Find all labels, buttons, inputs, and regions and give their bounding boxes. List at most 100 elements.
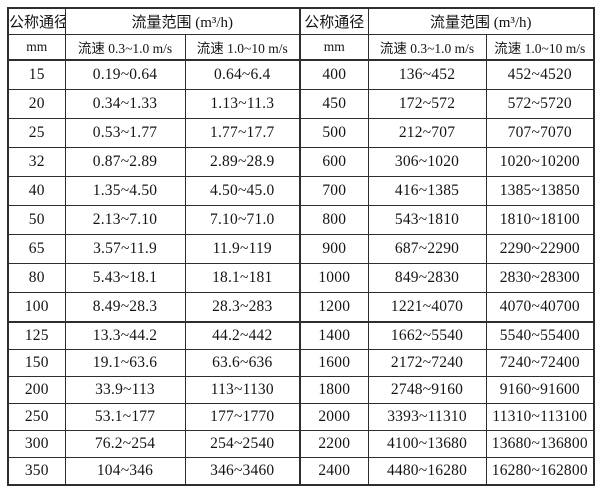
cell-diameter-right: 1600 [299, 349, 369, 377]
cell-flow-high-left: 254~2540 [184, 430, 301, 458]
header-diameter-left: 公称通径 [7, 7, 66, 35]
cell-diameter-right: 1800 [299, 376, 369, 404]
cell-flow-low-left: 53.1~177 [64, 403, 186, 431]
cell-flow-low-left: 13.3~44.2 [64, 321, 186, 350]
header-flow-range-right: 流量范围 (m³/h) [367, 7, 595, 35]
cell-flow-high-right: 1020~10200 [485, 147, 595, 177]
cell-diameter-right: 800 [299, 205, 369, 235]
cell-diameter-left: 200 [7, 376, 66, 404]
header-velocity-high-left: 流速 1.0~10 m/s [184, 34, 301, 61]
cell-flow-low-left: 2.13~7.10 [64, 205, 186, 235]
cell-flow-high-left: 0.64~6.4 [184, 59, 301, 90]
cell-diameter-left: 150 [7, 349, 66, 377]
cell-diameter-left: 50 [7, 205, 66, 235]
cell-flow-high-left: 7.10~71.0 [184, 205, 301, 235]
cell-diameter-left: 250 [7, 403, 66, 431]
header-velocity-high-right: 流速 1.0~10 m/s [485, 34, 595, 61]
table-row: 25 0.53~1.77 1.77~17.7 500 212~707 707~7… [7, 118, 595, 148]
cell-flow-low-left: 5.43~18.1 [64, 263, 186, 293]
cell-flow-high-left: 63.6~636 [184, 349, 301, 377]
cell-flow-high-left: 2.89~28.9 [184, 147, 301, 177]
cell-flow-low-right: 687~2290 [367, 234, 487, 264]
cell-flow-high-right: 707~7070 [485, 118, 595, 148]
header-unit-left: mm [7, 34, 66, 61]
cell-flow-low-left: 19.1~63.6 [64, 349, 186, 377]
header-velocity-low-left: 流速 0.3~1.0 m/s [64, 34, 186, 61]
cell-diameter-left: 25 [7, 118, 66, 148]
cell-diameter-left: 300 [7, 430, 66, 458]
table-row: 20 0.34~1.33 1.13~11.3 450 172~572 572~5… [7, 89, 595, 119]
cell-diameter-right: 1000 [299, 263, 369, 293]
cell-flow-high-left: 1.13~11.3 [184, 89, 301, 119]
cell-diameter-left: 32 [7, 147, 66, 177]
table-row: 80 5.43~18.1 18.1~181 1000 849~2830 2830… [7, 263, 595, 293]
cell-flow-low-right: 4100~13680 [367, 430, 487, 458]
cell-flow-high-right: 9160~91600 [485, 376, 595, 404]
cell-flow-low-left: 8.49~28.3 [64, 292, 186, 323]
table-row: 300 76.2~254 254~2540 2200 4100~13680 13… [7, 430, 595, 458]
cell-flow-high-left: 18.1~181 [184, 263, 301, 293]
header-velocity-low-right: 流速 0.3~1.0 m/s [367, 34, 487, 61]
cell-flow-high-right: 1385~13850 [485, 176, 595, 206]
cell-diameter-right: 700 [299, 176, 369, 206]
cell-diameter-left: 100 [7, 292, 66, 323]
cell-flow-high-right: 452~4520 [485, 59, 595, 90]
cell-flow-low-right: 1221~4070 [367, 292, 487, 323]
cell-flow-high-right: 2290~22900 [485, 234, 595, 264]
header-unit-right: mm [299, 34, 369, 61]
cell-diameter-left: 80 [7, 263, 66, 293]
cell-flow-high-left: 1.77~17.7 [184, 118, 301, 148]
cell-flow-low-left: 33.9~113 [64, 376, 186, 404]
table-row: 15 0.19~0.64 0.64~6.4 400 136~452 452~45… [7, 59, 595, 90]
table-row: 150 19.1~63.6 63.6~636 1600 2172~7240 72… [7, 349, 595, 377]
flow-range-table: 公称通径 流量范围 (m³/h) 公称通径 流量范围 (m³/h) mm 流速 … [7, 7, 596, 486]
cell-diameter-left: 15 [7, 59, 66, 90]
table-row: 125 13.3~44.2 44.2~442 1400 1662~5540 55… [7, 321, 595, 350]
table-row: 100 8.49~28.3 28.3~283 1200 1221~4070 40… [7, 292, 595, 323]
cell-diameter-right: 2000 [299, 403, 369, 431]
cell-flow-low-right: 172~572 [367, 89, 487, 119]
cell-flow-low-right: 3393~11310 [367, 403, 487, 431]
header-row-main: 公称通径 流量范围 (m³/h) 公称通径 流量范围 (m³/h) [7, 7, 595, 35]
cell-diameter-right: 1200 [299, 292, 369, 323]
cell-flow-high-right: 13680~136800 [485, 430, 595, 458]
cell-flow-high-left: 113~1130 [184, 376, 301, 404]
cell-flow-low-right: 416~1385 [367, 176, 487, 206]
cell-flow-high-right: 11310~113100 [485, 403, 595, 431]
cell-flow-low-left: 1.35~4.50 [64, 176, 186, 206]
cell-flow-low-right: 212~707 [367, 118, 487, 148]
cell-flow-high-left: 11.9~119 [184, 234, 301, 264]
table-row: 65 3.57~11.9 11.9~119 900 687~2290 2290~… [7, 234, 595, 264]
cell-flow-low-left: 0.34~1.33 [64, 89, 186, 119]
table-row: 32 0.87~2.89 2.89~28.9 600 306~1020 1020… [7, 147, 595, 177]
cell-flow-high-right: 4070~40700 [485, 292, 595, 323]
cell-flow-low-left: 3.57~11.9 [64, 234, 186, 264]
cell-flow-high-right: 2830~28300 [485, 263, 595, 293]
cell-flow-low-right: 1662~5540 [367, 321, 487, 350]
cell-diameter-right: 600 [299, 147, 369, 177]
header-flow-range-left: 流量范围 (m³/h) [64, 7, 301, 35]
header-row-sub: mm 流速 0.3~1.0 m/s 流速 1.0~10 m/s mm 流速 0.… [7, 34, 595, 61]
table-row: 250 53.1~177 177~1770 2000 3393~11310 11… [7, 403, 595, 431]
header-diameter-right: 公称通径 [299, 7, 369, 35]
cell-diameter-right: 1400 [299, 321, 369, 350]
cell-flow-high-left: 44.2~442 [184, 321, 301, 350]
cell-flow-low-right: 543~1810 [367, 205, 487, 235]
cell-flow-low-left: 0.87~2.89 [64, 147, 186, 177]
cell-flow-low-right: 849~2830 [367, 263, 487, 293]
cell-flow-high-left: 177~1770 [184, 403, 301, 431]
cell-flow-high-left: 4.50~45.0 [184, 176, 301, 206]
cell-diameter-left: 20 [7, 89, 66, 119]
cell-diameter-left: 65 [7, 234, 66, 264]
cell-flow-high-right: 572~5720 [485, 89, 595, 119]
cell-diameter-right: 500 [299, 118, 369, 148]
cell-flow-low-left: 0.19~0.64 [64, 59, 186, 90]
cell-flow-low-right: 2172~7240 [367, 349, 487, 377]
cell-diameter-right: 450 [299, 89, 369, 119]
cell-diameter-right: 2200 [299, 430, 369, 458]
cell-flow-high-right: 1810~18100 [485, 205, 595, 235]
table-row: 40 1.35~4.50 4.50~45.0 700 416~1385 1385… [7, 176, 595, 206]
cell-flow-high-right: 7240~72400 [485, 349, 595, 377]
table-body: 15 0.19~0.64 0.64~6.4 400 136~452 452~45… [7, 59, 595, 486]
